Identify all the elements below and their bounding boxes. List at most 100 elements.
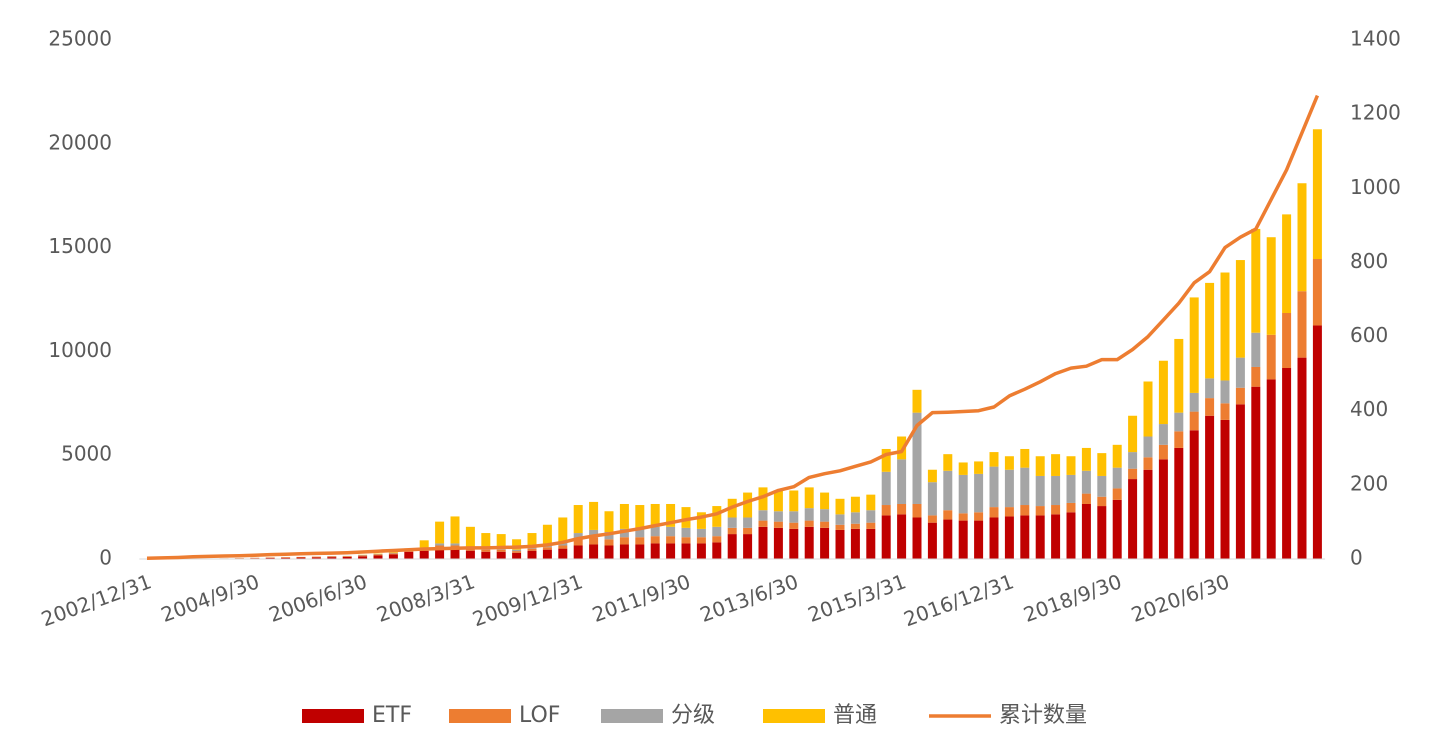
bar-segment [1128,452,1138,469]
bar-segment [589,501,599,530]
bar-segment [450,548,460,559]
bar-segment [1066,474,1076,503]
bar-segment [1205,398,1215,416]
y2-tick-label: 1200 [1350,101,1401,125]
bar-segment [1143,457,1153,470]
bar-segment [527,548,537,551]
bar-segment [789,511,799,523]
bar-segment [835,498,845,515]
x-tick-label: 2009/12/31 [469,569,586,631]
bar-segment [1004,469,1014,508]
bar-segment [804,487,814,509]
bar-segment [465,548,475,551]
bar-segment [450,543,460,546]
bar-segment [866,528,876,559]
bar-segment [1128,468,1138,480]
bar-segment [1189,411,1199,431]
bar-segment [743,534,753,559]
bar-segment [835,524,845,530]
bar-segment [604,511,614,533]
bar-segment [1081,503,1091,559]
bar-segment [1282,312,1292,369]
bar-segment [974,520,984,559]
bar-segment [650,526,660,537]
bar-segment [866,494,876,511]
bar-segment [881,515,891,559]
bar-segment [1266,334,1276,380]
bar-segment [281,557,291,558]
bar-segment [1143,381,1153,437]
bar-segment [542,549,552,559]
bar-segment [958,474,968,514]
bar-segment [773,511,783,522]
bar-segment [619,503,629,529]
x-tick-label: 2008/3/31 [373,569,478,627]
bar-segment [358,556,368,559]
bar-segment [743,527,753,535]
y2-tick-label: 1400 [1350,27,1401,51]
bar-segment [496,549,506,552]
bar-segment [1297,357,1307,559]
bar-segment [296,557,306,559]
bar-segment [1235,357,1245,388]
bar-segment [974,461,984,474]
bar-segment [943,470,953,511]
x-tick-label: 2002/12/31 [38,569,155,631]
bar-segment [681,543,691,559]
bar-segment [1143,469,1153,559]
bar-segment [1020,505,1030,516]
bar-segment [1312,259,1322,326]
bar-segment [1081,447,1091,471]
bar-segment [542,524,552,545]
bar-segment [358,555,368,557]
bar-segment [1051,505,1061,515]
bar-segment [696,528,706,538]
bar-segment [1128,479,1138,559]
x-tick-label: 2015/3/31 [805,569,910,627]
bar-segment [912,389,922,413]
bar-segment [1004,507,1014,517]
bar-segment [1081,470,1091,494]
bar-segment [419,550,429,559]
bar-segment [897,514,907,559]
bar-segment [1112,444,1122,468]
bar-segment [1205,282,1215,379]
bar-segment [989,452,999,467]
bar-segment [635,537,645,545]
bar-segment [773,527,783,559]
bar-segment [727,534,737,559]
bar-segment [773,521,783,528]
bar-segment [281,557,291,559]
bar-segment [1189,297,1199,393]
bar-segment [1189,430,1199,559]
bar-segment [1251,386,1261,559]
bar-segment [681,527,691,538]
x-tick-label: 2016/12/31 [900,569,1017,631]
bar-segment [974,512,984,521]
bar-segment [881,471,891,506]
bar-segment [681,537,691,544]
bar-segment [512,551,522,553]
bar-segment [1297,291,1307,358]
bar-segment [619,537,629,545]
legend-label: ETF [372,703,412,728]
bar-segment [727,517,737,528]
bar-segment [820,509,830,522]
line-series [146,94,1320,561]
bar-segment [789,490,799,512]
bar-segment [912,412,922,504]
bar-segment [1112,499,1122,559]
bar-segment [758,520,768,527]
bar-segment [512,552,522,559]
bar-segment [388,552,398,554]
bar-segment [681,507,691,528]
bar-segment [589,529,599,538]
y2-tick-label: 800 [1350,249,1388,273]
bar-segment [635,544,645,559]
bar-segment [1189,392,1199,412]
bar-segment [989,517,999,559]
bar-segment [1004,456,1014,470]
bar-segment [820,492,830,510]
bar-segment [1282,368,1292,559]
